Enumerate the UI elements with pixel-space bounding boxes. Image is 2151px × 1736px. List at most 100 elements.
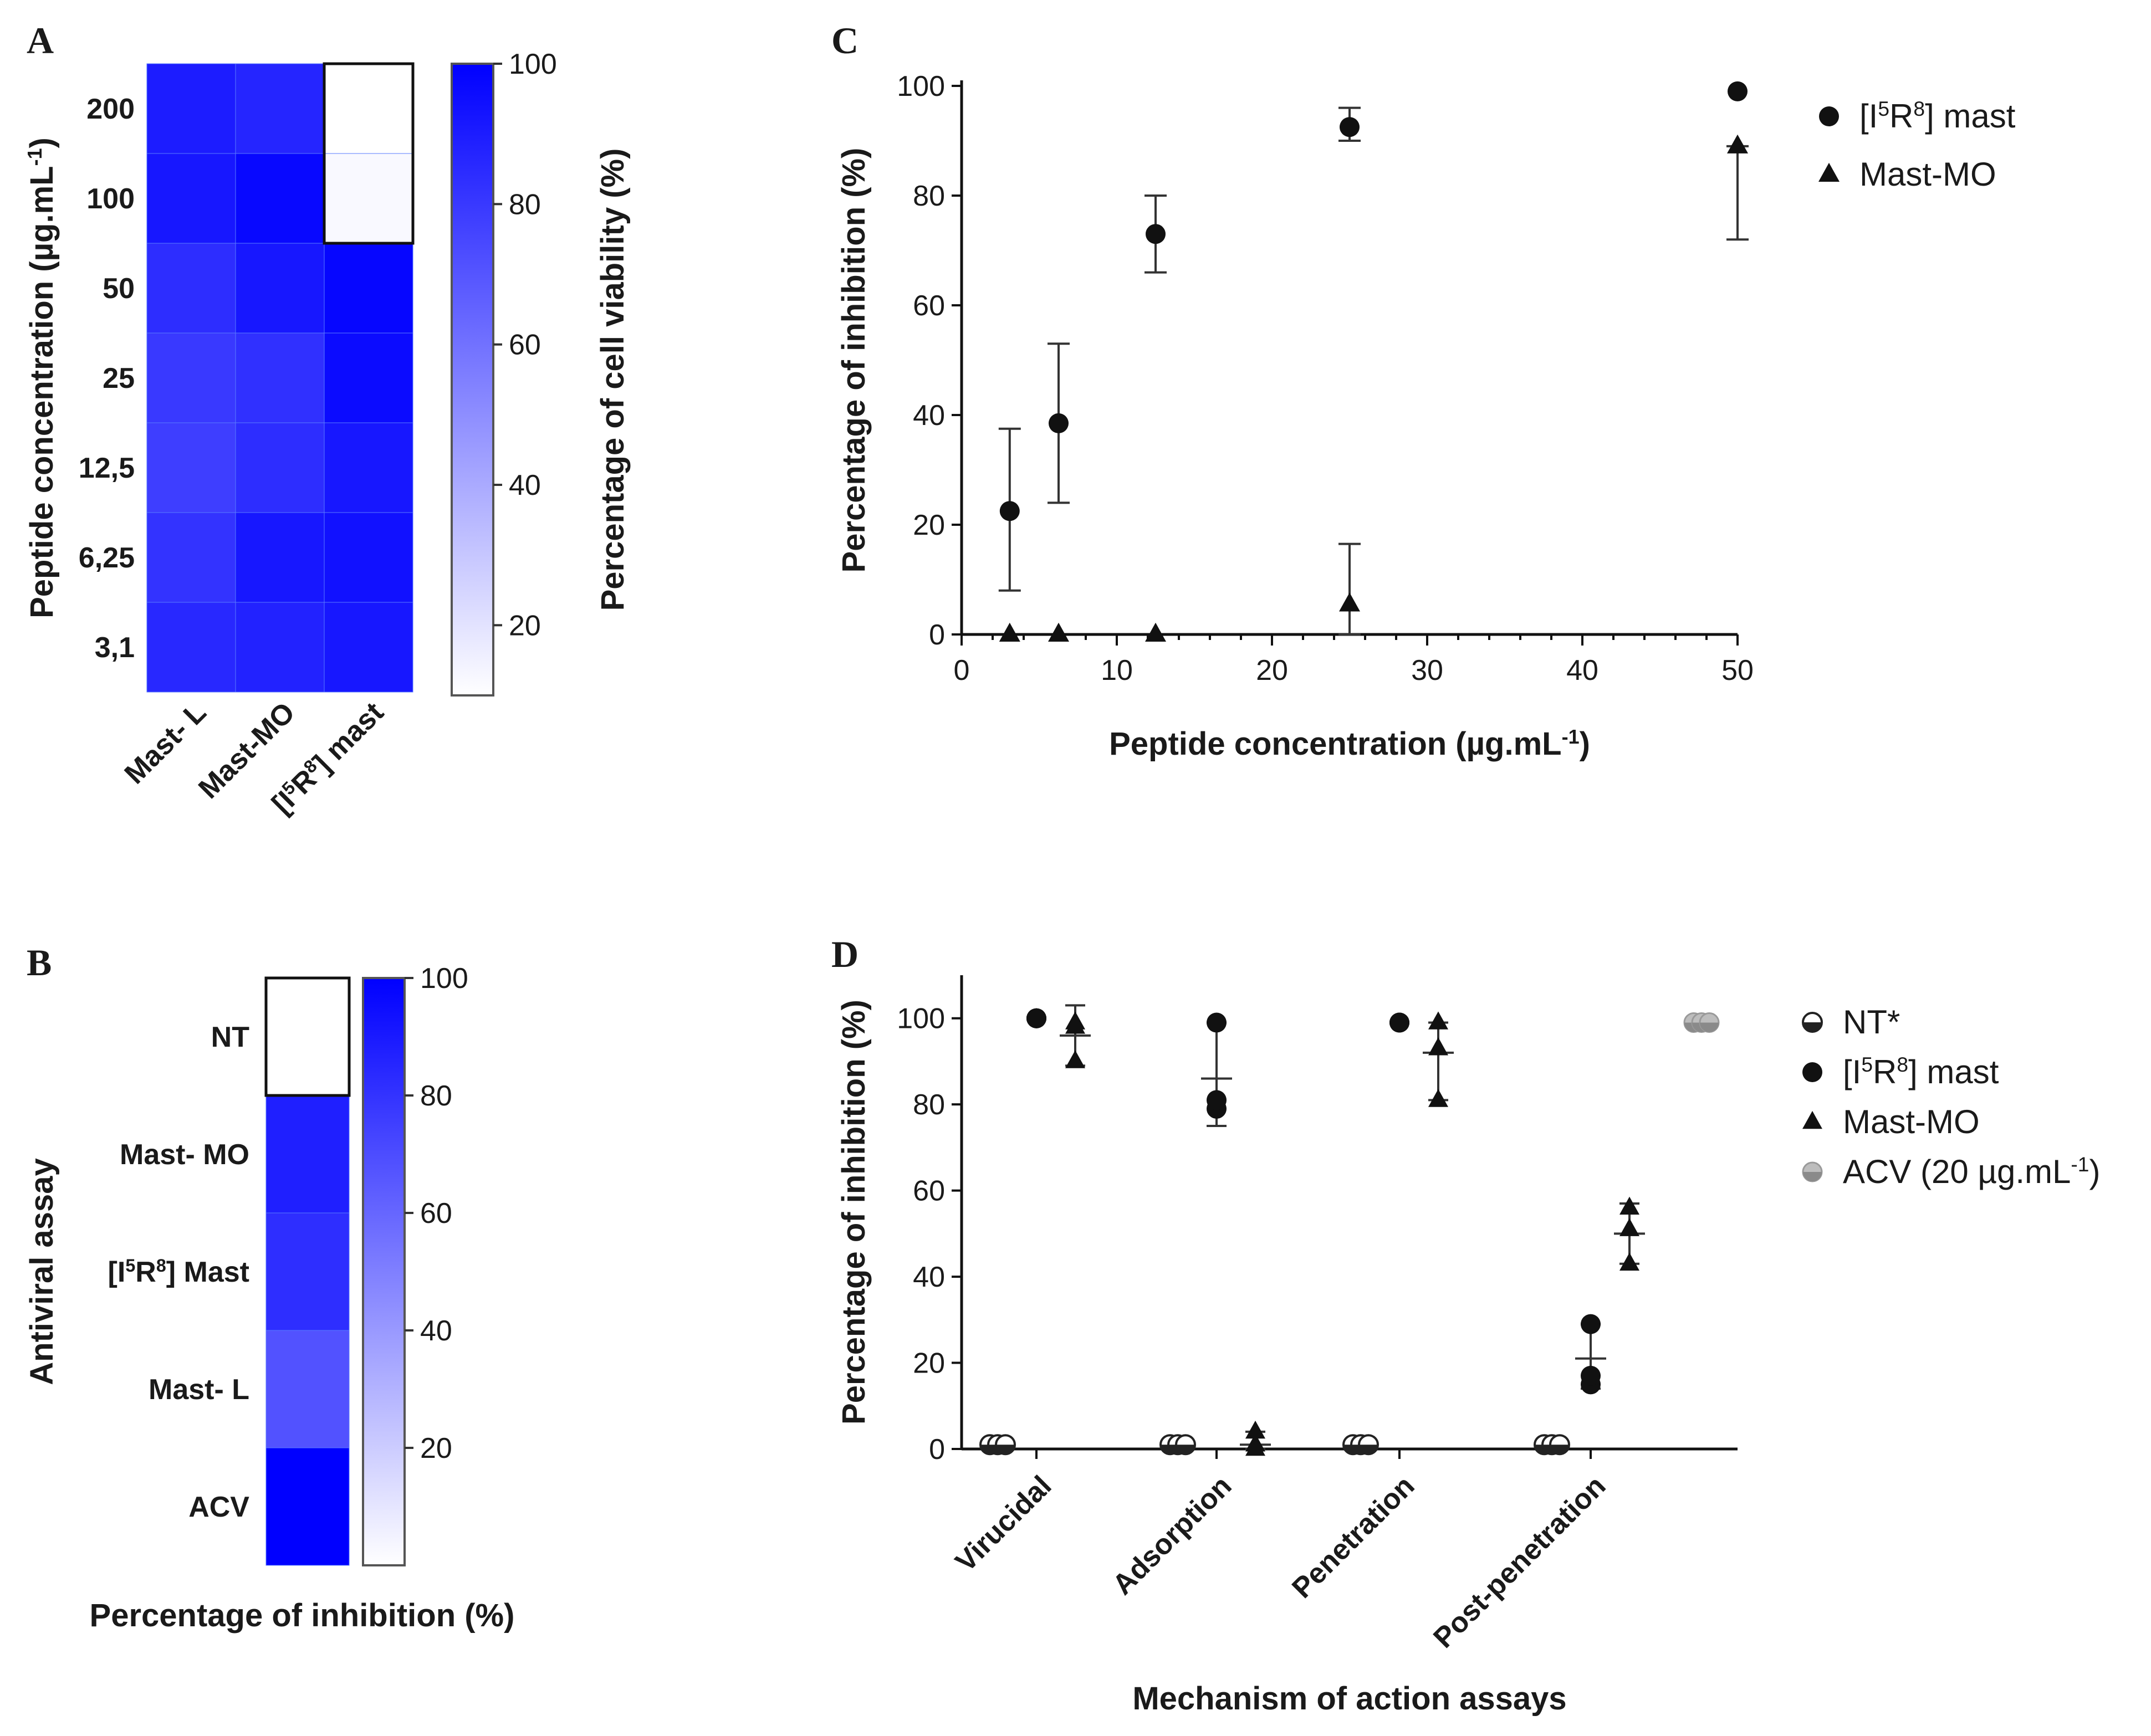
- panel-c-scatter: 0 20 40 60 80 100 0 10 20 30 40 50 Peptide concentra…: [836, 70, 2016, 762]
- panel-c-legend-label: [I5R8] mast: [1859, 97, 2016, 135]
- heatmap-b-xlabel: Percentage of inhibition (%): [90, 1597, 515, 1633]
- colorbar-b: [362, 977, 406, 1566]
- panel-c-point-triangle: [999, 622, 1020, 642]
- colorbar-a: [451, 63, 494, 697]
- heatmap-a-cell: [324, 63, 413, 154]
- heatmap-a-row-label: 200: [86, 93, 135, 125]
- panel-c-error-bar: [1726, 145, 1749, 241]
- heatmap-a-cell: [235, 153, 325, 244]
- heatmap-a-cell: [146, 602, 236, 693]
- panel-d-xtick-label: Penetration: [1286, 1469, 1421, 1604]
- panel-c-xtick-label: 0: [954, 654, 970, 687]
- panel-c-legend-marker: [1819, 106, 1839, 126]
- heatmap-a-row-label: 100: [86, 183, 135, 215]
- heatmap-a-cell: [235, 512, 325, 603]
- panel-c-xtick-label: 10: [1101, 654, 1133, 687]
- panel-d-point-circle: [1581, 1365, 1601, 1386]
- panel-d-point-nt: [1175, 1434, 1196, 1456]
- panel-d-point-triangle: [1245, 1433, 1265, 1452]
- heatmap-a-ylabel: Peptide concentration (µg.mL-1): [23, 137, 60, 618]
- colorbar-a-label: Percentage of cell viability (%): [595, 148, 631, 611]
- panel-d-legend-label: Mast-MO: [1843, 1103, 1980, 1140]
- heatmap-a-row-label: 6,25: [79, 542, 135, 574]
- panel-d-legend-marker: [1802, 1161, 1823, 1182]
- panel-c-legend-marker: [1818, 162, 1840, 182]
- panel-d-legend-marker: [1802, 1110, 1822, 1129]
- heatmap-b-row-label: [I5R8] Mast: [108, 1256, 249, 1288]
- panel-d-point-triangle: [1619, 1252, 1639, 1271]
- heatmap-a-cell: [235, 332, 325, 423]
- panel-d-point-triangle: [1619, 1196, 1639, 1215]
- panel-d-point-triangle: [1428, 1011, 1448, 1030]
- heatmap-b-row-label: NT: [211, 1021, 250, 1053]
- panel-d-point-triangle: [1428, 1089, 1448, 1107]
- colorbar-b-tick-label: 40: [420, 1315, 452, 1347]
- heatmap-b-row-label: Mast- L: [149, 1374, 249, 1406]
- panel-c-ytick-label: 20: [913, 509, 945, 541]
- panel-c-xtick-label: 50: [1721, 654, 1754, 687]
- panel-d-xtick-label: Adsorption: [1106, 1469, 1238, 1601]
- panel-d-legend-label: [I5R8] mast: [1843, 1053, 1999, 1090]
- panel-c-xtick-label: 40: [1566, 654, 1598, 687]
- panel-d-legend-label: ACV (20 µg.mL-1): [1843, 1153, 2100, 1190]
- panel-d-ytick-label: 60: [913, 1175, 945, 1207]
- heatmap-a-row-label: 12,5: [79, 452, 135, 484]
- panel-d-ytick-label: 80: [913, 1089, 945, 1121]
- heatmap-a-row-label: 50: [103, 273, 135, 305]
- heatmap-a-cell: [324, 153, 413, 244]
- heatmap-a-cell: [146, 63, 236, 154]
- panel-letter-c: C: [831, 19, 859, 62]
- heatmap-b-highlight-border: [264, 976, 351, 1097]
- heatmap-a-cell: [324, 512, 413, 603]
- heatmap-b-cell: [265, 1095, 350, 1213]
- panel-c-error-bar: [1338, 542, 1361, 636]
- panel-d-point-triangle: [1065, 1050, 1085, 1068]
- panel-d-point-circle: [1026, 1008, 1046, 1028]
- heatmap-a-cell: [146, 153, 236, 244]
- heatmap-b-row-label: ACV: [188, 1491, 249, 1523]
- panel-c-ytick-label: 80: [913, 180, 945, 212]
- panel-d-ylabel: Percentage of inhibition (%): [836, 1000, 872, 1425]
- panel-c-point-circle: [1340, 117, 1360, 137]
- panel-d-scatter: 0 20 40 60 80 100 Percentage of inhibition (%)…: [836, 975, 2100, 1717]
- panel-c-ytick-label: 40: [913, 400, 945, 432]
- panel-b-heatmap: NT Mast- MO [I5R8] Mast Mast- L ACV Antiviral…: [24, 962, 514, 1633]
- heatmap-b-cell: [265, 1447, 350, 1566]
- panel-d-ytick-label: 100: [897, 1003, 945, 1035]
- panel-d-legend-marker: [1802, 1062, 1822, 1082]
- panel-c-xtick-label: 20: [1256, 654, 1288, 687]
- panel-c-point-circle: [1728, 81, 1748, 101]
- colorbar-a-tick-label: 20: [509, 610, 541, 642]
- panel-d-point-triangle: [1619, 1218, 1639, 1236]
- heatmap-a-cell: [146, 422, 236, 513]
- heatmap-a-row-label: 3,1: [95, 632, 135, 664]
- heatmap-a-cell: [235, 602, 325, 693]
- heatmap-b-row-label: Mast- MO: [120, 1139, 249, 1171]
- heatmap-a-cell: [235, 63, 325, 154]
- heatmap-b-ylabel: Antiviral assay: [24, 1158, 60, 1385]
- panel-d-legend-marker: [1802, 1012, 1823, 1033]
- colorbar-a-tick-label: 40: [509, 469, 541, 501]
- panel-d-point-circle: [1207, 1012, 1227, 1033]
- panel-c-ytick-label: 60: [913, 290, 945, 322]
- panel-c-point-triangle: [1339, 592, 1360, 612]
- heatmap-a-row-label: 25: [103, 362, 135, 395]
- panel-d-point-triangle: [1245, 1420, 1265, 1439]
- colorbar-a-tick-label: 60: [509, 329, 541, 361]
- panel-d-point-triangle: [1065, 1011, 1085, 1030]
- panel-d-point-nt: [1358, 1434, 1379, 1456]
- heatmap-a-cell: [146, 512, 236, 603]
- panel-d-point-circle: [1581, 1314, 1601, 1334]
- panel-d-point-nt: [995, 1434, 1016, 1456]
- panel-d-legend-label: NT*: [1843, 1003, 1900, 1041]
- panel-d-ytick-label: 0: [929, 1433, 945, 1466]
- panel-d-point-nt: [1549, 1434, 1570, 1456]
- colorbar-b-tick-label: 20: [420, 1432, 452, 1464]
- panel-c-legend-label: Mast-MO: [1859, 156, 1996, 193]
- panel-c-xtick-label: 30: [1411, 654, 1443, 687]
- panel-c-ylabel: Percentage of inhibition (%): [836, 148, 872, 573]
- panel-c-ytick-label: 0: [929, 619, 945, 651]
- colorbar-a-tick-label: 100: [509, 48, 557, 80]
- heatmap-a-cell: [324, 422, 413, 513]
